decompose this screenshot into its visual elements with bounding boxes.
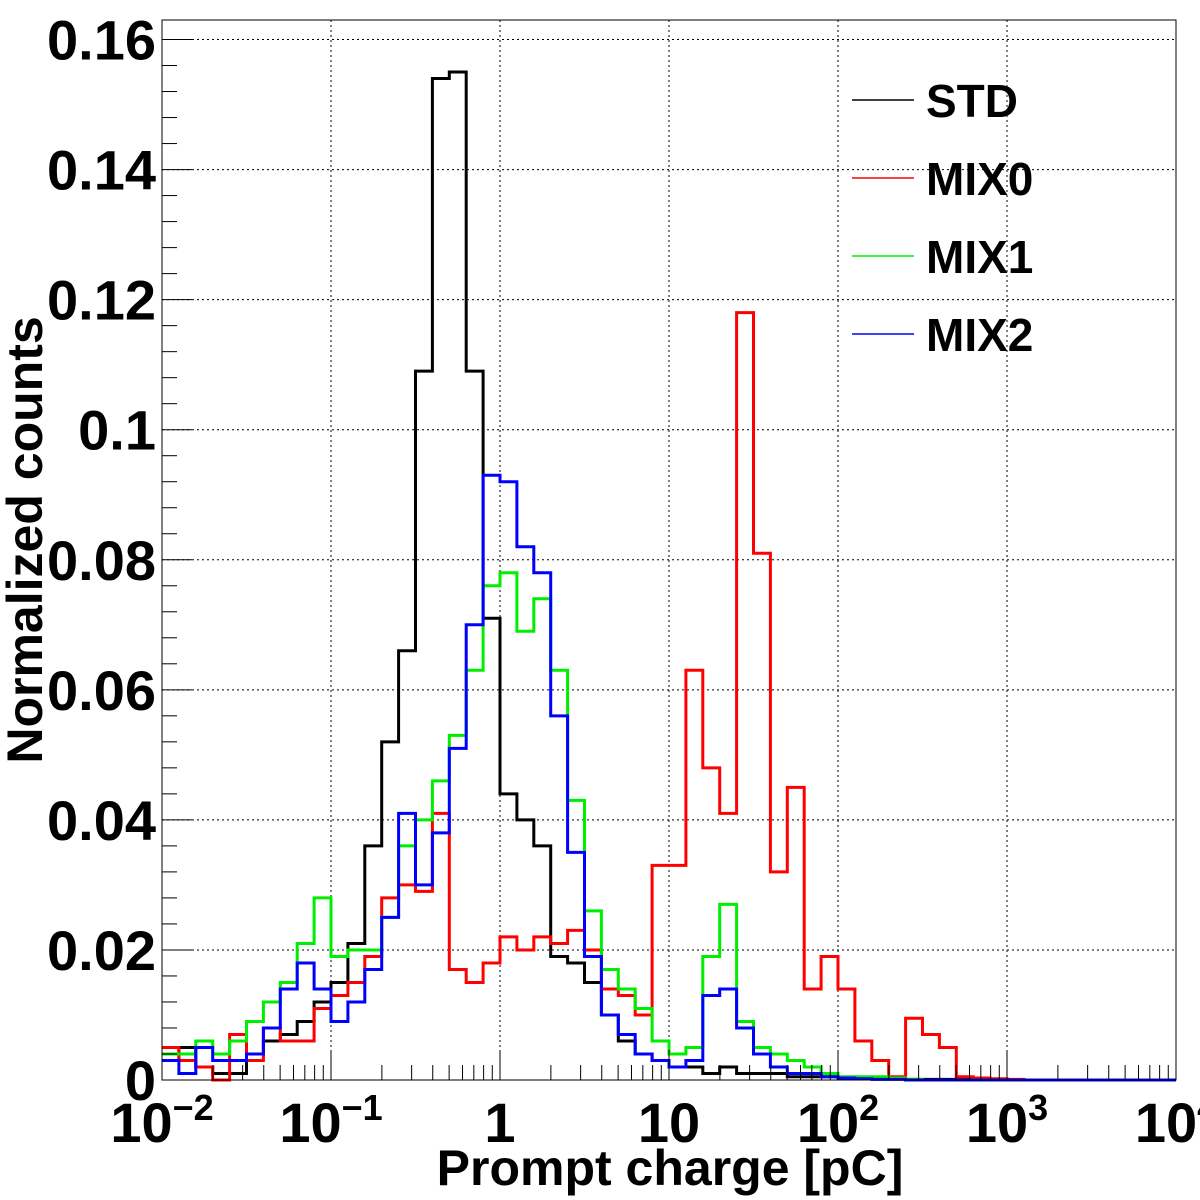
x-tick-label: 10: [638, 1091, 700, 1154]
x-tick-label: 10−1: [279, 1087, 382, 1154]
y-tick-label: 0.02: [47, 919, 156, 982]
y-tick-labels: 0 0.02 0.04 0.06 0.08 0.1 0.12 0.14 0.16: [47, 9, 156, 1112]
legend-label-mix0: MIX0: [926, 153, 1033, 205]
y-tick-label: 0.08: [47, 529, 156, 592]
grid-lines: [161, 20, 1177, 1081]
x-tick-label: 103: [966, 1087, 1048, 1154]
y-tick-label: 0.16: [47, 9, 156, 72]
y-tick-label: 0.06: [47, 659, 156, 722]
legend: STD MIX0 MIX1 MIX2: [852, 75, 1033, 361]
legend-label-std: STD: [926, 75, 1018, 127]
axis-ticks: [161, 39, 1177, 1081]
x-tick-label: 1: [484, 1091, 515, 1154]
y-axis-title: Normalized counts: [0, 316, 53, 763]
legend-label-mix1: MIX1: [926, 231, 1033, 283]
x-tick-label: 10−2: [110, 1087, 213, 1154]
legend-label-mix2: MIX2: [926, 309, 1033, 361]
x-tick-label: 102: [797, 1087, 879, 1154]
series-layer: [162, 70, 1176, 1082]
y-tick-label: 0.12: [47, 269, 156, 332]
y-tick-label: 0.14: [47, 139, 156, 202]
y-tick-label: 0: [125, 1049, 156, 1112]
x-axis-title: Prompt charge [pC]: [437, 1140, 904, 1196]
x-tick-label: 104: [1135, 1087, 1200, 1154]
series-line-mix2: [162, 473, 1176, 1082]
y-tick-label: 0.04: [47, 789, 156, 852]
y-tick-label: 0.1: [78, 399, 156, 462]
x-tick-labels: 10−2 10−1 1 10 102 103 104: [110, 1087, 1200, 1154]
